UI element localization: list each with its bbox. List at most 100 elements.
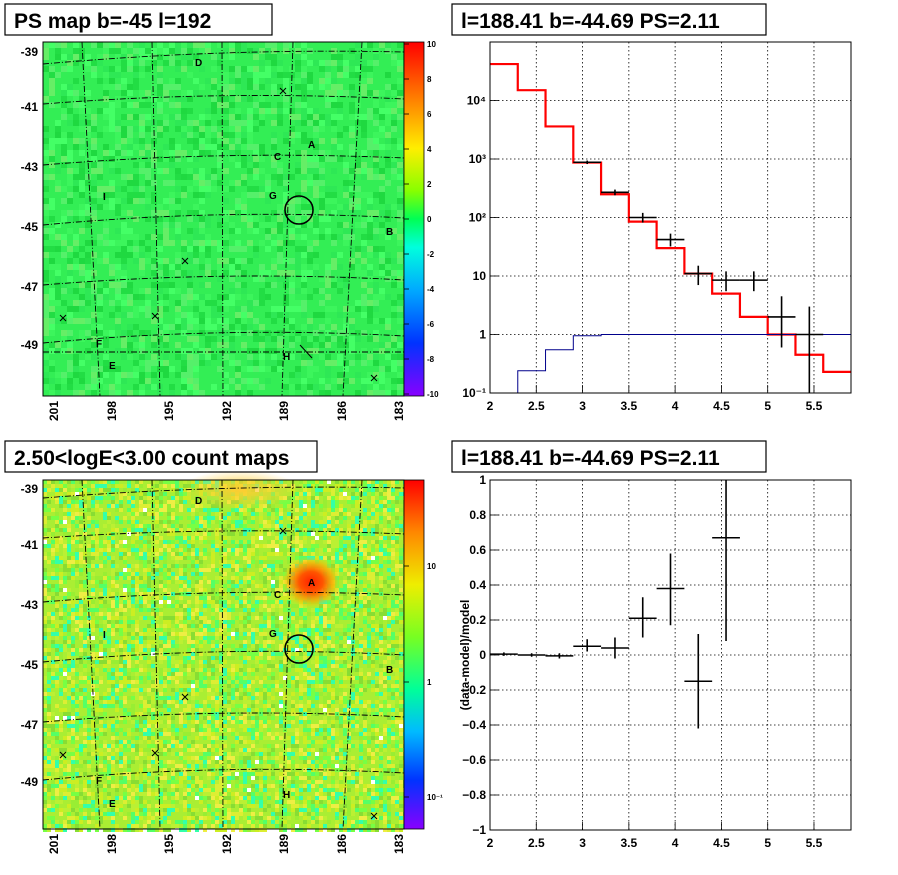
map-pixel — [97, 240, 103, 246]
map-pixel — [275, 652, 279, 656]
map-pixel — [243, 524, 247, 528]
map-pixel — [103, 366, 109, 372]
map-pixel — [301, 168, 307, 174]
map-pixel — [195, 612, 199, 616]
map-pixel — [67, 544, 71, 548]
map-pixel — [235, 540, 239, 544]
map-pixel — [187, 276, 193, 282]
map-pixel — [169, 288, 175, 294]
map-pixel — [115, 572, 119, 576]
map-pixel — [399, 584, 403, 588]
map-pixel — [181, 246, 187, 252]
map-pixel — [295, 168, 301, 174]
map-pixel — [337, 312, 343, 318]
map-pixel — [367, 516, 371, 520]
map-pixel — [103, 384, 109, 390]
map-pixel — [355, 264, 361, 270]
map-pixel — [85, 120, 91, 126]
map-pixel — [181, 132, 187, 138]
map-pixel — [271, 588, 275, 592]
map-pixel — [55, 600, 59, 604]
map-pixel — [199, 168, 205, 174]
map-pixel — [343, 282, 349, 288]
map-pixel — [361, 222, 367, 228]
map-pixel — [115, 576, 119, 580]
map-pixel — [279, 528, 283, 532]
map-pixel — [49, 216, 55, 222]
map-pixel — [295, 84, 301, 90]
map-pixel — [199, 620, 203, 624]
map-pixel — [109, 312, 115, 318]
map-pixel — [79, 556, 83, 560]
map-pixel — [223, 198, 229, 204]
map-pixel — [115, 126, 121, 132]
map-pixel — [123, 656, 127, 660]
map-pixel — [283, 378, 289, 384]
map-pixel — [121, 78, 127, 84]
map-pixel — [71, 568, 75, 572]
map-pixel — [47, 500, 51, 504]
map-pixel — [253, 126, 259, 132]
map-pixel — [355, 520, 359, 524]
map-pixel — [289, 198, 295, 204]
map-pixel — [359, 556, 363, 560]
map-pixel — [379, 524, 383, 528]
map-pixel — [399, 496, 403, 500]
map-pixel — [183, 616, 187, 620]
map-pixel — [123, 616, 127, 620]
map-pixel — [283, 42, 289, 48]
map-pixel — [175, 536, 179, 540]
map-pixel — [73, 288, 79, 294]
map-pixel — [151, 384, 157, 390]
map-pixel — [379, 536, 383, 540]
map-pixel — [267, 632, 271, 636]
map-pixel — [205, 264, 211, 270]
map-pixel — [171, 528, 175, 532]
map-pixel — [229, 42, 235, 48]
map-pixel — [73, 366, 79, 372]
map-pixel — [247, 508, 251, 512]
map-pixel — [363, 608, 367, 612]
map-pixel — [119, 528, 123, 532]
map-pixel — [71, 520, 75, 524]
map-pixel — [375, 500, 379, 504]
map-pixel — [331, 512, 335, 516]
map-pixel — [307, 294, 313, 300]
map-pixel — [187, 270, 193, 276]
map-pixel — [295, 54, 301, 60]
map-pixel — [85, 222, 91, 228]
map-pixel — [67, 210, 73, 216]
map-pixel — [255, 604, 259, 608]
map-pixel — [337, 54, 343, 60]
map-pixel — [75, 500, 79, 504]
map-pixel — [373, 138, 379, 144]
map-pixel — [211, 592, 215, 596]
map-pixel — [229, 270, 235, 276]
map-pixel — [229, 78, 235, 84]
map-pixel — [67, 288, 73, 294]
map-pixel — [95, 648, 99, 652]
map-pixel — [127, 330, 133, 336]
map-pixel — [253, 216, 259, 222]
map-pixel — [91, 564, 95, 568]
map-pixel — [343, 276, 349, 282]
map-pixel — [385, 252, 391, 258]
map-pixel — [175, 252, 181, 258]
map-pixel — [367, 252, 373, 258]
map-pixel — [265, 42, 271, 48]
map-pixel — [327, 544, 331, 548]
map-pixel — [147, 616, 151, 620]
map-pixel — [171, 620, 175, 624]
map-pixel — [103, 204, 109, 210]
map-pixel — [327, 488, 331, 492]
map-pixel — [375, 488, 379, 492]
map-pixel — [85, 330, 91, 336]
map-pixel — [115, 288, 121, 294]
map-pixel — [127, 84, 133, 90]
map-pixel — [303, 512, 307, 516]
map-pixel — [91, 504, 95, 508]
map-pixel — [207, 596, 211, 600]
map-pixel — [299, 532, 303, 536]
map-pixel — [119, 520, 123, 524]
map-pixel — [399, 656, 403, 660]
